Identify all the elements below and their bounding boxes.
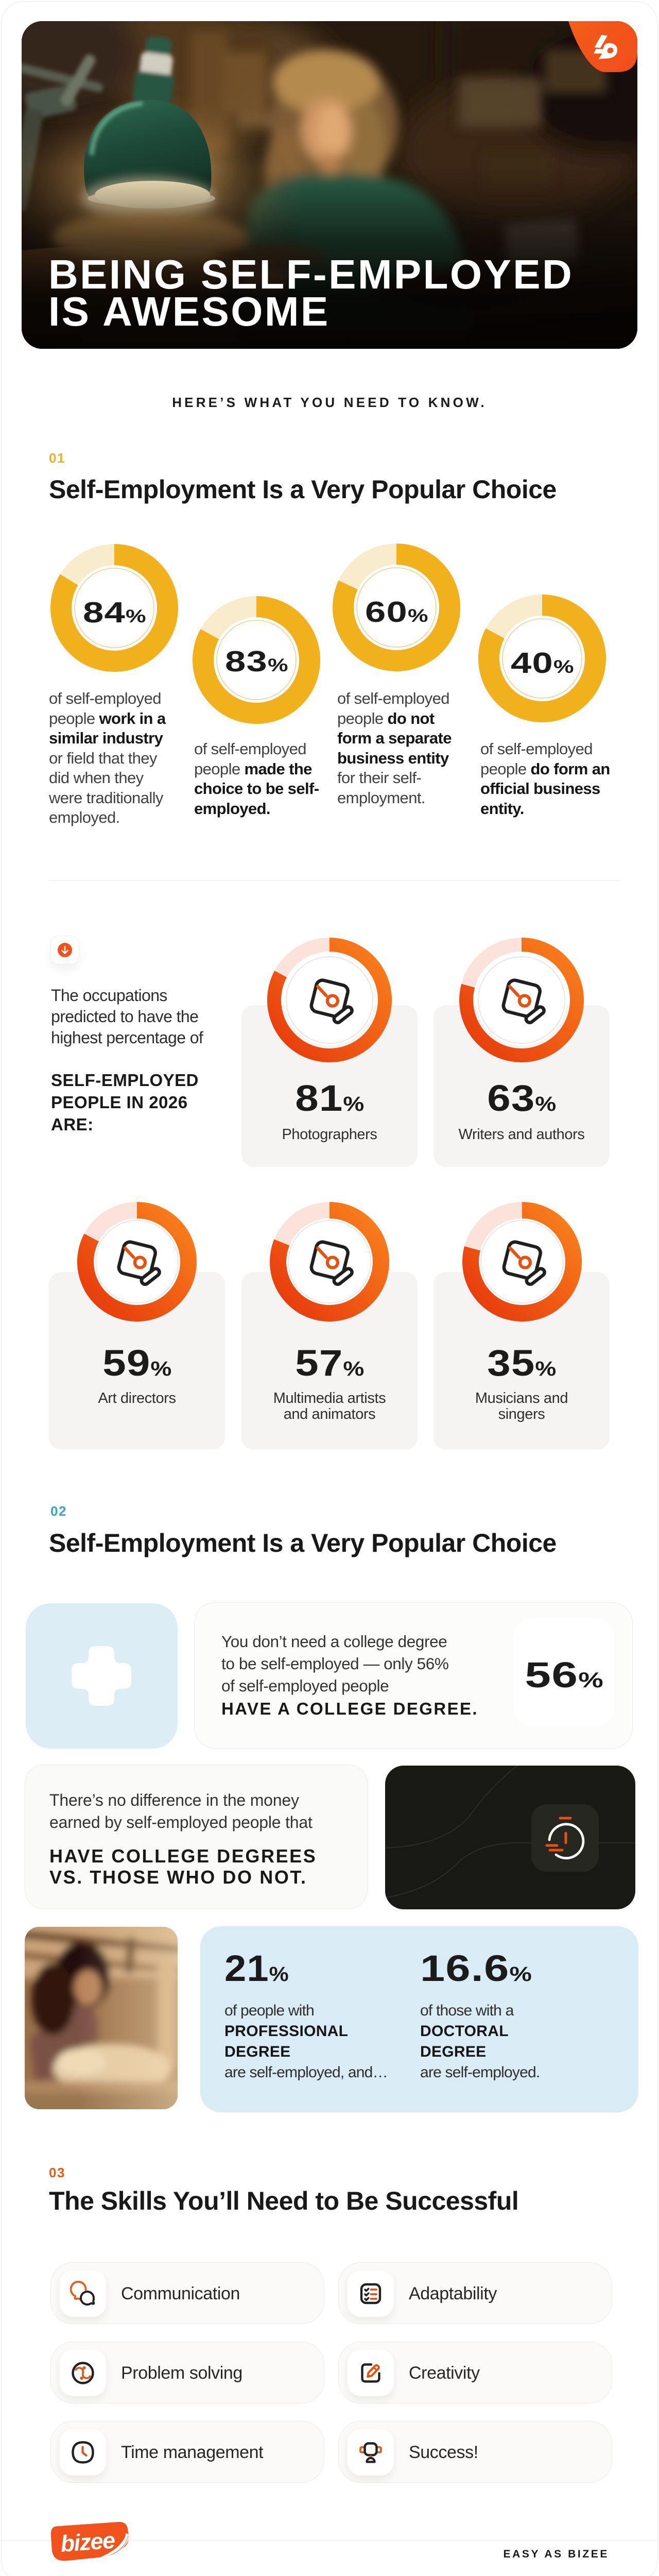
- svg-text:bizee: bizee: [60, 2527, 116, 2557]
